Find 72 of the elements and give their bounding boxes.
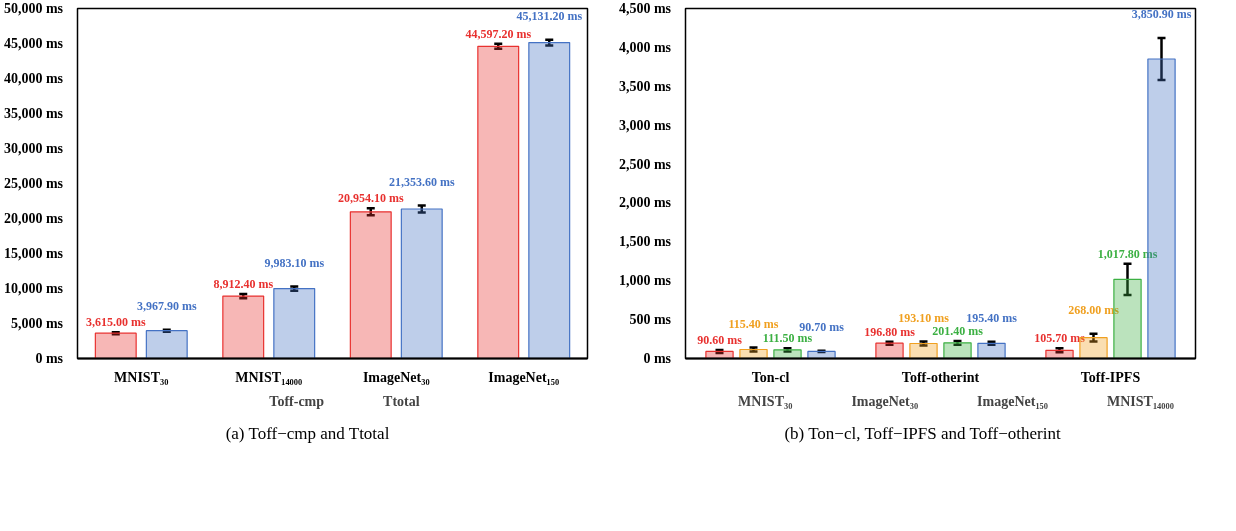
x-tick-label: Toff-otherint: [901, 369, 980, 385]
data-label: 3,850.90 ms: [1131, 6, 1192, 21]
text: MNIST₁₄₀₀₀: [1107, 394, 1174, 410]
x-tick-label: Ton-cl: [751, 369, 790, 385]
bar: [977, 342, 1006, 359]
x-tick-label: Toff-IPFS: [1080, 369, 1141, 385]
x-tick-label: MNIST₃₀: [114, 369, 169, 385]
bar: [943, 342, 972, 359]
y-tick-label: 1,500 ms: [618, 234, 672, 250]
y-tick-label: 0 ms: [35, 351, 64, 366]
x-tick-label: ImageNet₁₅₀: [488, 369, 560, 385]
data-label: 195.40 ms: [966, 310, 1018, 325]
text: ImageNet₃₀: [851, 394, 919, 410]
text: (a) Toff−cmp and Ttotal: [225, 423, 390, 445]
data-label: 193.10 ms: [898, 310, 950, 325]
y-tick-label: 15,000 ms: [3, 246, 64, 261]
bar: [400, 208, 443, 359]
bar: [1045, 349, 1074, 359]
y-tick-label: 3,000 ms: [618, 117, 672, 133]
y-tick-label: 0 ms: [643, 351, 672, 366]
bar: [477, 45, 520, 359]
text: Ttotal: [383, 394, 420, 410]
y-tick-label: 10,000 ms: [3, 281, 64, 296]
data-label: 3,615.00 ms: [85, 315, 146, 330]
text: ImageNet₁₅₀: [977, 394, 1049, 410]
data-label: 105.70 ms: [1034, 331, 1086, 346]
bar: [909, 342, 938, 359]
text: Toff-cmp: [269, 394, 325, 410]
y-tick-label: 4,000 ms: [618, 39, 672, 55]
bar: [273, 288, 316, 359]
data-label: 90.70 ms: [799, 319, 845, 334]
y-tick-label: 2,500 ms: [618, 156, 672, 172]
data-label: 9,983.10 ms: [264, 255, 325, 270]
text: MNIST₃₀: [738, 394, 793, 410]
y-tick-label: 35,000 ms: [3, 106, 64, 121]
y-tick-label: 30,000 ms: [3, 141, 64, 156]
y-tick-label: 500 ms: [629, 312, 672, 328]
y-tick-label: 40,000 ms: [3, 71, 64, 86]
data-label: 44,597.20 ms: [465, 26, 532, 41]
bar: [807, 350, 836, 359]
data-label: 90.60 ms: [697, 332, 743, 347]
data-label: 115.40 ms: [728, 316, 779, 331]
y-tick-label: 3,500 ms: [618, 78, 672, 94]
bar: [739, 348, 768, 359]
bar: [875, 342, 904, 359]
x-tick-label: ImageNet₃₀: [362, 369, 430, 385]
y-tick-label: 25,000 ms: [3, 176, 64, 191]
text: (b) Ton−cl, Toff−IPFS and Toff−otherint: [784, 423, 1061, 445]
y-tick-label: 2,000 ms: [618, 195, 672, 211]
bar: [222, 295, 265, 359]
x-tick-label: MNIST₁₄₀₀₀: [235, 369, 303, 385]
data-label: 21,353.60 ms: [388, 174, 455, 189]
data-label: 1,017.80 ms: [1097, 246, 1158, 261]
data-label: 3,967.90 ms: [136, 298, 197, 313]
bar: [94, 332, 137, 359]
y-tick-label: 1,000 ms: [618, 273, 672, 289]
data-label: 8,912.40 ms: [213, 277, 274, 292]
bar: [705, 350, 734, 359]
data-label: 201.40 ms: [932, 323, 984, 338]
y-tick-label: 4,500 ms: [618, 1, 672, 16]
y-tick-label: 5,000 ms: [10, 316, 64, 331]
y-tick-label: 20,000 ms: [3, 211, 64, 226]
data-label: 45,131.20 ms: [516, 8, 583, 23]
bar: [349, 211, 392, 359]
bar: [145, 330, 188, 359]
data-label: 20,954.10 ms: [337, 191, 404, 206]
bar: [528, 41, 571, 359]
data-label: 196.80 ms: [864, 324, 916, 339]
y-tick-label: 50,000 ms: [3, 1, 64, 16]
y-tick-label: 45,000 ms: [3, 36, 64, 51]
bar: [773, 349, 802, 359]
data-label: 111.50 ms: [762, 331, 813, 346]
